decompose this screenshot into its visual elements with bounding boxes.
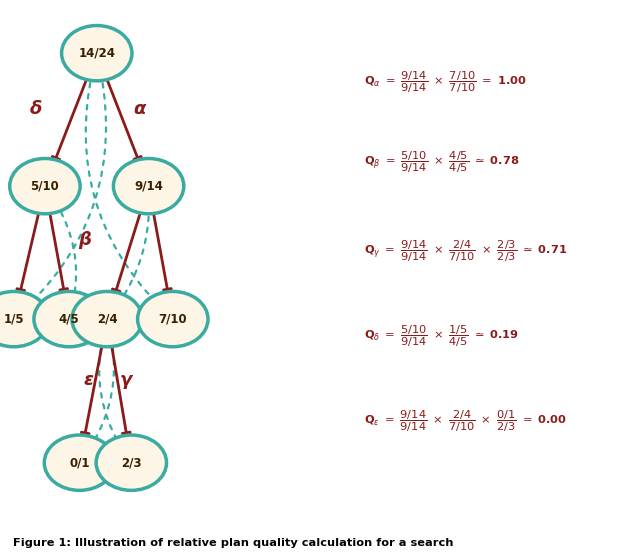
Ellipse shape	[72, 291, 142, 347]
Ellipse shape	[44, 435, 115, 490]
FancyArrowPatch shape	[81, 338, 104, 440]
Text: 7/10: 7/10	[159, 312, 187, 326]
FancyArrowPatch shape	[52, 71, 90, 165]
Text: δ: δ	[30, 100, 42, 118]
Text: 2/3: 2/3	[121, 456, 141, 469]
Ellipse shape	[138, 291, 208, 347]
Text: 0/1: 0/1	[69, 456, 90, 469]
Text: γ: γ	[120, 371, 132, 389]
Text: $\mathbf{Q}_{\alpha}\ =\ \dfrac{9/14}{9/14}\ \times\ \dfrac{7/10}{7/10}\ =\ \mat: $\mathbf{Q}_{\alpha}\ =\ \dfrac{9/14}{9/…	[364, 69, 527, 95]
FancyArrowPatch shape	[17, 205, 40, 297]
Text: 2/4: 2/4	[97, 312, 118, 326]
FancyArrowPatch shape	[104, 71, 141, 165]
Text: $\mathbf{Q}_{\beta}\ =\ \dfrac{5/10}{9/14}\ \times\ \dfrac{4/5}{4/5}\ \simeq\ \m: $\mathbf{Q}_{\beta}\ =\ \dfrac{5/10}{9/1…	[364, 149, 520, 175]
FancyArrowPatch shape	[92, 338, 114, 444]
Text: 14/24: 14/24	[78, 47, 115, 60]
FancyArrowPatch shape	[49, 206, 67, 297]
FancyArrowPatch shape	[56, 202, 78, 297]
FancyArrowPatch shape	[29, 72, 106, 304]
FancyArrowPatch shape	[152, 206, 171, 297]
Text: β: β	[78, 232, 91, 249]
Ellipse shape	[113, 158, 184, 214]
Text: Figure 1: Illustration of relative plan quality calculation for a search: Figure 1: Illustration of relative plan …	[13, 538, 453, 548]
Text: 4/5: 4/5	[59, 312, 79, 326]
Ellipse shape	[10, 158, 80, 214]
Text: α: α	[134, 100, 146, 118]
Ellipse shape	[96, 435, 166, 490]
FancyArrowPatch shape	[113, 205, 143, 297]
Ellipse shape	[61, 25, 132, 81]
Text: $\mathbf{Q}_{\gamma}\ =\ \dfrac{9/14}{9/14}\ \times\ \dfrac{2/4}{7/10}\ \times\ : $\mathbf{Q}_{\gamma}\ =\ \dfrac{9/14}{9/…	[364, 239, 567, 264]
Text: 5/10: 5/10	[31, 179, 60, 193]
Ellipse shape	[34, 291, 104, 347]
Text: $\mathbf{Q}_{\delta}\ =\ \dfrac{5/10}{9/14}\ \times\ \dfrac{1/5}{4/5}\ \simeq\ \: $\mathbf{Q}_{\delta}\ =\ \dfrac{5/10}{9/…	[364, 324, 519, 349]
FancyArrowPatch shape	[120, 206, 149, 301]
FancyArrowPatch shape	[110, 338, 130, 440]
Text: 1/5: 1/5	[3, 312, 24, 326]
FancyArrowPatch shape	[86, 72, 157, 304]
Text: 9/14: 9/14	[134, 179, 163, 193]
Text: ε: ε	[83, 371, 93, 389]
Text: $\mathbf{Q}_{\epsilon}\ =\ \dfrac{9/14}{9/14}\ \times\ \dfrac{2/4}{7/10}\ \times: $\mathbf{Q}_{\epsilon}\ =\ \dfrac{9/14}{…	[364, 408, 567, 434]
Ellipse shape	[0, 291, 49, 347]
FancyArrowPatch shape	[99, 338, 120, 444]
